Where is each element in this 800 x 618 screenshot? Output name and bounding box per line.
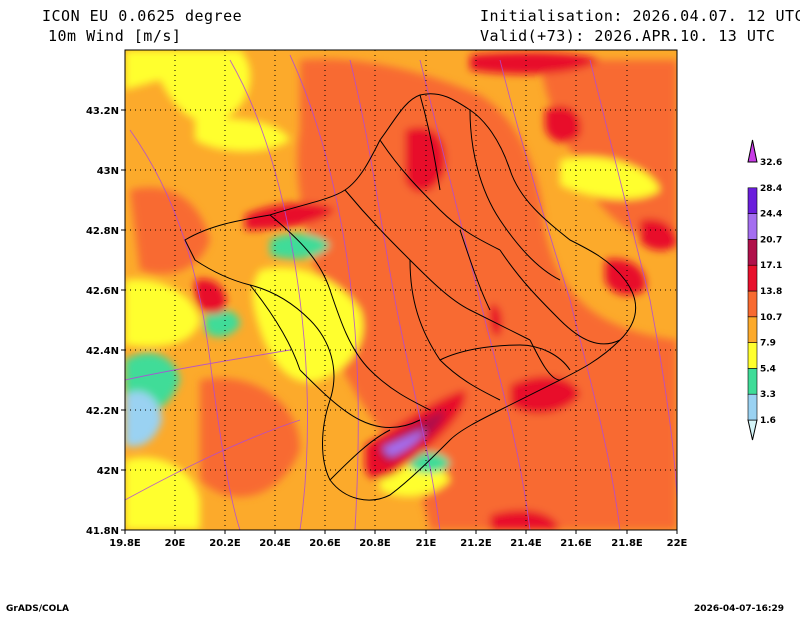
lat-label: 41.8N (86, 526, 119, 537)
lat-label: 43.2N (86, 106, 119, 117)
lon-label: 20.4E (259, 538, 291, 549)
lon-label: 20.8E (359, 538, 391, 549)
admin-borders (184, 93, 637, 501)
lon-label: 22E (667, 538, 688, 549)
colorbar-level-label: 3.3 (760, 390, 776, 400)
colorbar-swatch (747, 368, 758, 395)
lon-label: 21.4E (510, 538, 542, 549)
lat-label: 42.8N (86, 226, 119, 237)
red-zone-ne (545, 106, 581, 143)
lat-label: 42.4N (86, 346, 119, 357)
violet-zone-south (382, 430, 425, 457)
init-time: Initialisation: 2026.04.07. 12 UTC (480, 7, 800, 25)
yellow-zone-east (560, 156, 660, 200)
software-credit: GrADS/COLA (6, 604, 69, 614)
coral-zone-west (130, 187, 210, 274)
lon-label: 21E (416, 538, 437, 549)
colorbar-level-label: 32.6 (760, 158, 782, 168)
colorbar-max-arrow (747, 139, 758, 163)
lat-label: 43N (97, 166, 119, 177)
colorbar-level-label: 20.7 (760, 235, 782, 245)
lon-labels: 19.8E 20E 20.2E 20.4E 20.6E 20.8E 21E 21… (109, 538, 687, 549)
colorbar-swatch (747, 393, 758, 421)
colorbar-swatch (747, 213, 758, 240)
coral-zone-ne (540, 60, 677, 250)
lat-label: 42.2N (86, 406, 119, 417)
colorbar-level-label: 5.4 (760, 364, 776, 374)
lon-label: 20.6E (309, 538, 341, 549)
red-zone-ne-ridge (405, 126, 446, 193)
lon-label: 21.8E (611, 538, 643, 549)
yellow-zone-sw (125, 457, 200, 530)
lon-label: 19.8E (109, 538, 141, 549)
blue-zone-west (125, 391, 162, 447)
render-timestamp: 2026-04-07-16:29 (694, 604, 784, 614)
lon-label: 21.2E (460, 538, 492, 549)
lat-label: 42N (97, 466, 119, 477)
coral-zone-sw (200, 378, 300, 497)
axis-ticks (121, 109, 678, 534)
red-zone-center (489, 304, 502, 336)
variable-title: 10m Wind [m/s] (48, 27, 182, 45)
colorbar-swatch (747, 342, 758, 369)
model-title: ICON EU 0.0625 degree (42, 7, 243, 25)
red-zone-east (605, 259, 646, 296)
green-zone-border (205, 309, 240, 337)
valid-time: Valid(+73): 2026.APR.10. 13 UTC (480, 27, 776, 45)
red-zone-west (195, 279, 226, 315)
colorbar-swatch (747, 290, 758, 318)
wind-field (125, 50, 677, 530)
colorbar-swatch (747, 187, 758, 214)
lon-label: 20E (165, 538, 186, 549)
yellow-zone-center (252, 267, 363, 382)
colorbar-swatch (747, 264, 758, 292)
lon-label: 20.2E (209, 538, 241, 549)
colorbar-min-arrow (747, 419, 758, 441)
green-zone-south (410, 452, 450, 473)
green-zone-north (270, 233, 330, 259)
red-zone-southeast (510, 376, 580, 414)
graticule (125, 50, 677, 530)
colorbar-level-label: 1.6 (760, 416, 776, 426)
colorbar-level-label: 7.9 (760, 339, 776, 349)
colorbar-level-label: 24.4 (760, 210, 782, 220)
colorbar: 1.6 3.3 5.4 7.9 10.7 13.8 17.1 20.7 24.4 28.4 32.6 (747, 139, 782, 441)
lat-labels: 43.2N 43N 42.8N 42.6N 42.4N 42.2N 42N 41… (86, 106, 119, 537)
coral-zone-central (297, 59, 677, 530)
streamlines (125, 54, 677, 530)
colorbar-level-label: 13.8 (760, 287, 782, 297)
colorbar-level-label: 10.7 (760, 313, 782, 323)
red-zone-east-edge (640, 218, 677, 251)
red-zone-north (245, 203, 335, 230)
colorbar-level-label: 28.4 (760, 184, 782, 194)
lat-label: 42.6N (86, 286, 119, 297)
lon-label: 21.6E (560, 538, 592, 549)
yellow-zone-nw (125, 50, 251, 122)
colorbar-level-label: 17.1 (760, 261, 782, 271)
red-zone-bottom (490, 510, 560, 530)
yellow-zone-west (125, 279, 200, 347)
colorbar-swatch (747, 316, 758, 343)
colorbar-swatch (747, 239, 758, 266)
